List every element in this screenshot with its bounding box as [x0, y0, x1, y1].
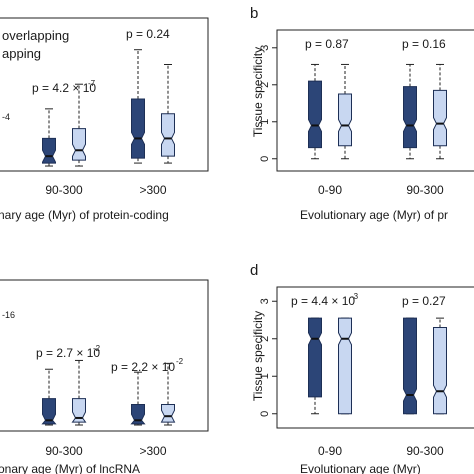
box-light: [338, 317, 352, 415]
panel-d-boxes: [308, 317, 447, 415]
box-body: [131, 98, 145, 159]
ytick-label: 3: [259, 298, 271, 304]
box-body: [308, 80, 322, 149]
box-dark: [403, 317, 417, 415]
panel-d-xtick-2: 90-300: [406, 444, 444, 458]
box-dark: [308, 317, 322, 415]
panel-c: -16 p = 2.7 × 10 -2 p = 2.2 × 10 -2 90-3…: [0, 279, 209, 474]
panel-b-pvalue-1: p = 0.87: [305, 37, 349, 51]
box-body: [338, 317, 352, 415]
panel-c-pvalue-1: p = 2.7 × 10: [36, 346, 100, 360]
box-light: [161, 64, 175, 164]
ytick-label: 0: [259, 411, 271, 417]
panel-d-ylabel: Tissue specificity: [251, 311, 265, 401]
box-dark: [403, 63, 417, 160]
box-body: [403, 317, 417, 415]
panel-a-xlabel: nary age (Myr) of protein-coding: [0, 208, 169, 222]
panel-d-yaxis: 0 1 2 3: [259, 298, 277, 417]
box-body: [41, 398, 57, 425]
panel-b-frame: [276, 29, 474, 172]
panel-c-frame: [0, 279, 209, 432]
box-body: [42, 137, 56, 164]
box-light: [433, 317, 447, 415]
panel-b-xtick-1: 0-90: [318, 183, 342, 197]
panel-c-xtick-2: >300: [139, 444, 166, 458]
ytick-label: 2: [259, 82, 271, 88]
panel-a: overlapping apping -4 p = 4.2 × 10 -7 p …: [0, 17, 209, 222]
panel-b-boxes: [308, 63, 447, 160]
panel-d-frame: [276, 286, 474, 429]
box-body: [72, 128, 86, 161]
box-body: [338, 93, 352, 147]
panel-a-fragment: -4: [2, 112, 10, 122]
panel-b-xtick-2: 90-300: [406, 183, 444, 197]
panel-b-yaxis: 0 1 2 3: [259, 45, 277, 162]
panel-a-legend-2: apping: [2, 46, 41, 61]
box-dark: [308, 63, 322, 160]
panel-a-boxes: [42, 49, 175, 167]
panel-c-pvalue-1-exp: -2: [93, 344, 101, 353]
panel-d: d Tissue specificity 0 1 2 3 p = 4.4 × 10 -…: [250, 262, 474, 474]
ytick-label: 2: [259, 336, 271, 342]
panel-b-xlabel: Evolutionary age (Myr) of pr: [300, 208, 448, 222]
box-light: [72, 83, 86, 167]
ytick-label: 3: [259, 45, 271, 51]
panel-d-pvalue-2: p = 0.27: [402, 294, 446, 308]
box-body: [433, 89, 447, 147]
panel-c-boxes: [41, 359, 176, 426]
box-dark: [41, 368, 57, 426]
panel-a-frame: [0, 17, 209, 172]
box-body: [130, 403, 146, 425]
panel-a-pvalue-1-exp: -7: [88, 79, 96, 88]
panel-a-pvalue-1: p = 4.2 × 10: [32, 81, 96, 95]
panel-a-legend-1: overlapping: [2, 28, 69, 43]
ytick-label: 1: [259, 119, 271, 125]
ytick-label: 0: [259, 156, 271, 162]
panel-c-fragment: -16: [2, 310, 15, 320]
box-dark: [42, 108, 56, 167]
panel-b-pvalue-2: p = 0.16: [402, 37, 446, 51]
box-light: [338, 63, 352, 160]
panel-d-pvalue-1-exp: -3: [351, 292, 359, 301]
panel-a-xtick-1: 90-300: [45, 183, 83, 197]
panel-b-ylabel: Tissue specificity: [251, 47, 265, 137]
panel-c-pvalue-2: p = 2.2 × 10: [111, 360, 175, 374]
box-light: [160, 362, 176, 426]
box-light: [433, 63, 447, 160]
panel-c-pvalue-2-exp: -2: [176, 357, 184, 366]
box-body: [161, 113, 175, 157]
panel-d-letter: d: [250, 262, 258, 279]
panel-d-xtick-1: 0-90: [318, 444, 342, 458]
box-dark: [130, 371, 146, 426]
panel-b-letter: b: [250, 5, 258, 22]
panel-b: b Tissue specificity 0 1 2 3 p = 0.87 p = 0…: [250, 5, 474, 222]
panel-a-xtick-2: >300: [139, 183, 166, 197]
ytick-label: 1: [259, 373, 271, 379]
box-body: [433, 327, 447, 415]
box-light: [71, 359, 87, 426]
panel-c-xtick-1: 90-300: [45, 444, 83, 458]
box-body: [308, 317, 322, 398]
box-dark: [131, 49, 145, 164]
box-body: [71, 398, 87, 423]
panel-d-xlabel: Evolutionary age (Myr): [300, 462, 421, 474]
panel-a-pvalue-2: p = 0.24: [126, 27, 170, 41]
panel-c-xlabel: onary age (Myr) of lncRNA: [0, 462, 140, 474]
panel-d-pvalue-1: p = 4.4 × 10: [291, 294, 355, 308]
box-body: [160, 403, 176, 423]
box-body: [403, 86, 417, 149]
